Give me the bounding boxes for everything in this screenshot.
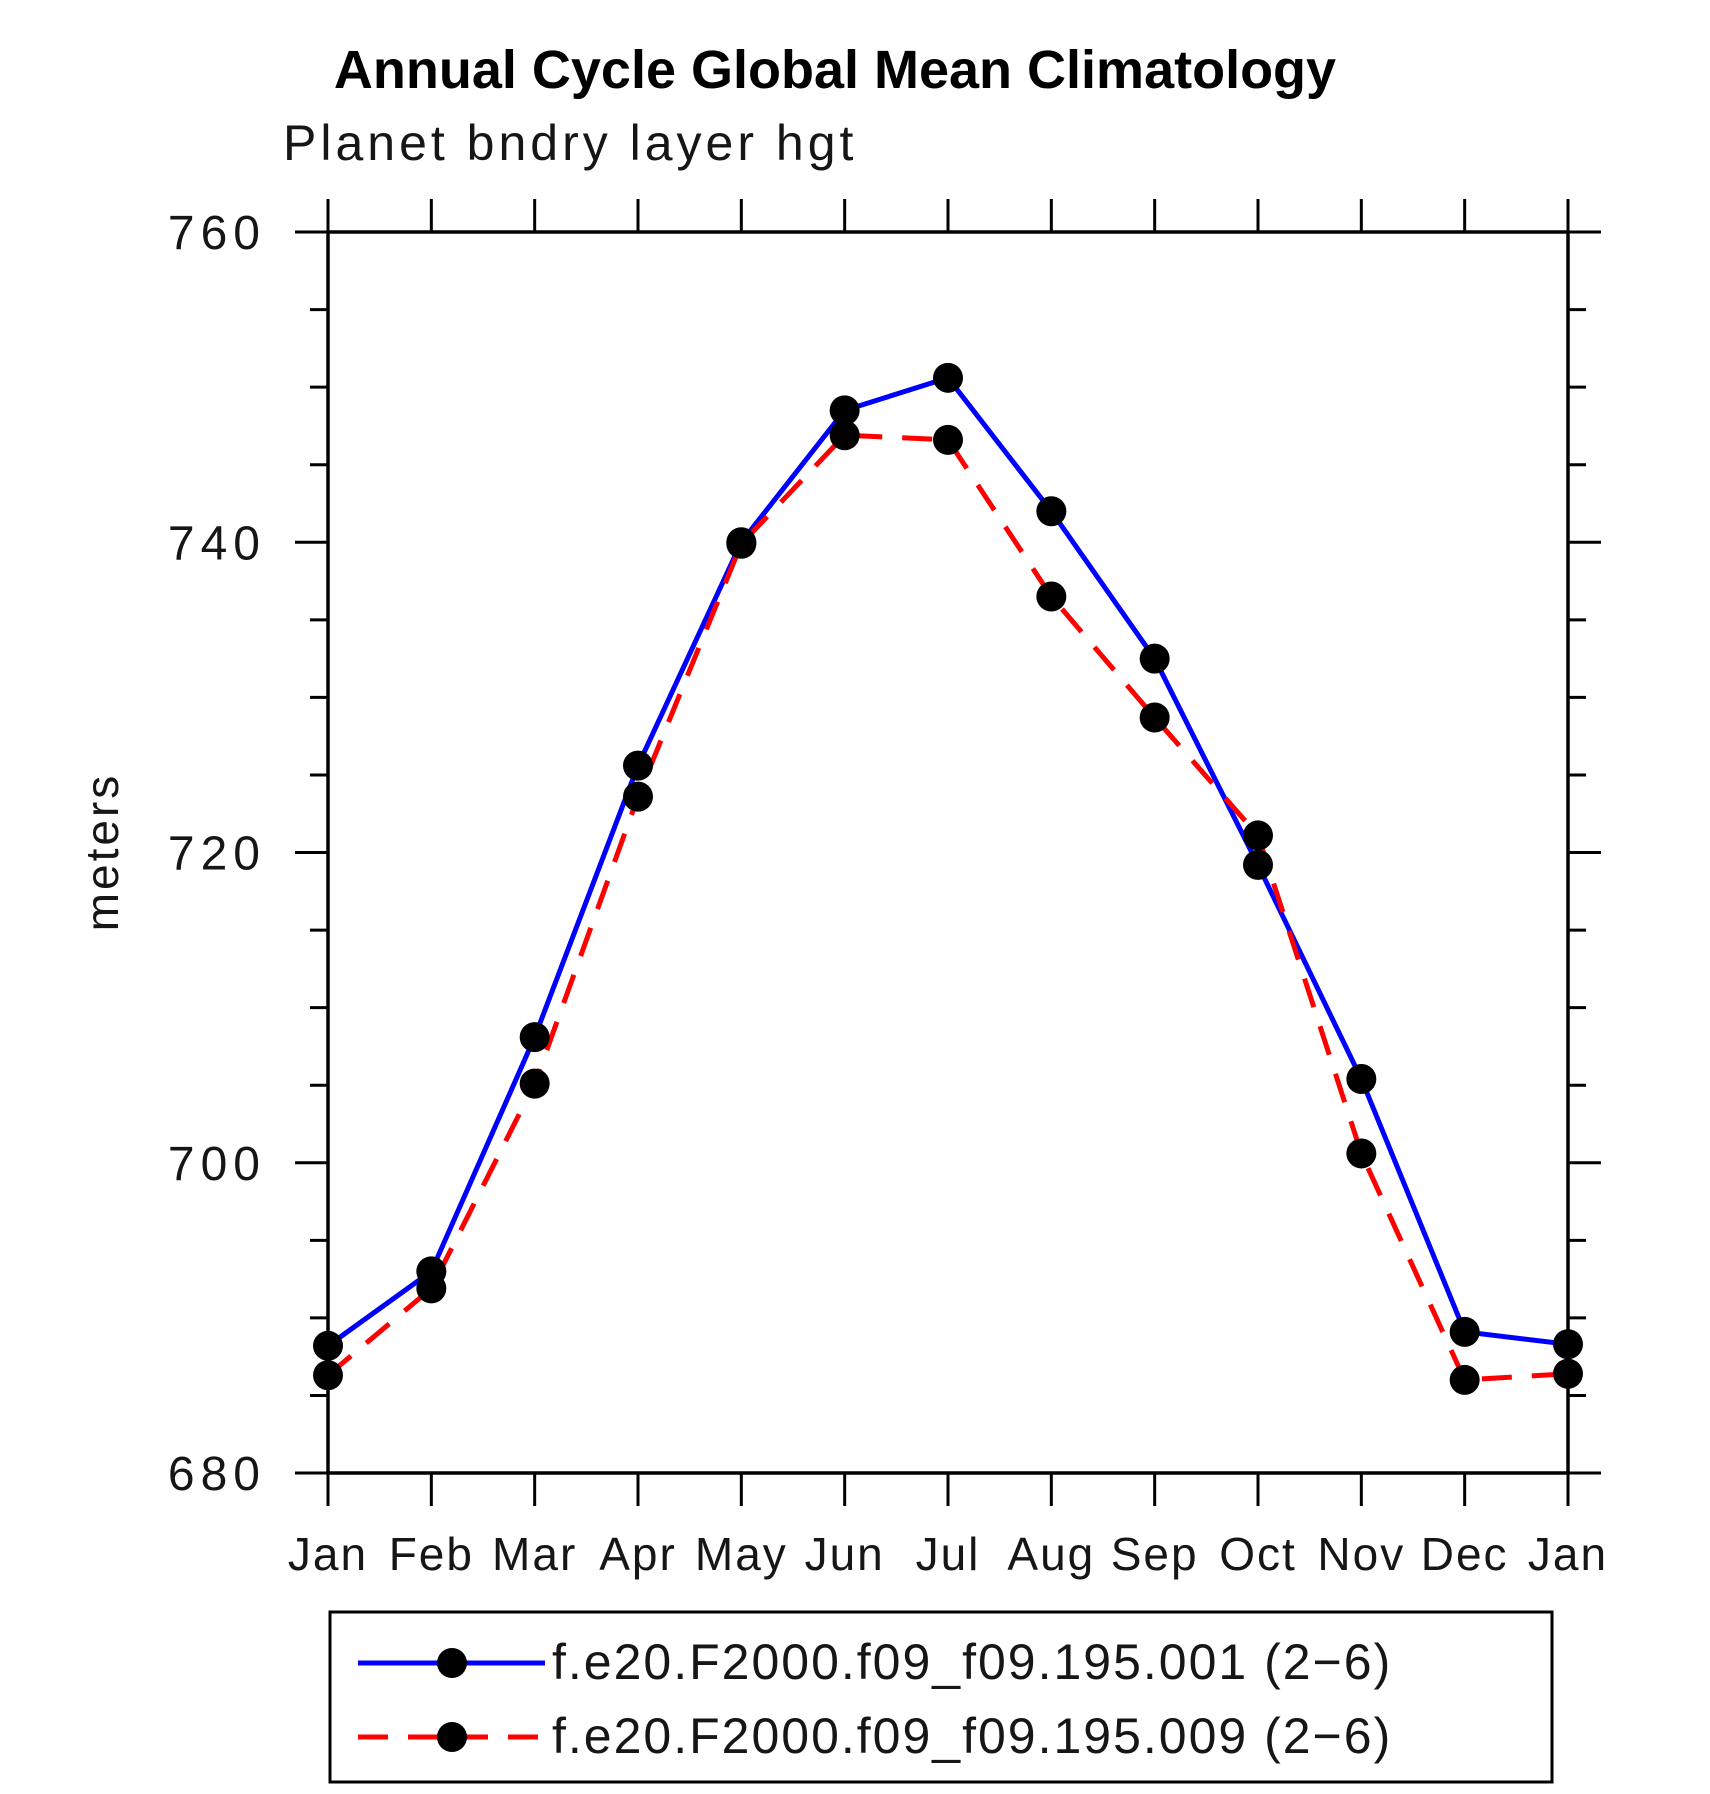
- x-tick-label: May: [695, 1528, 788, 1580]
- data-point-marker: [1243, 849, 1273, 880]
- data-point-marker: [933, 424, 963, 455]
- data-point-marker: [1139, 643, 1170, 674]
- x-tick-label: Nov: [1317, 1528, 1405, 1580]
- data-point-marker: [519, 1068, 550, 1099]
- legend: f.e20.F2000.f09_f09.195.001 (2−6) f.e20.…: [328, 1610, 1554, 1784]
- data-point-marker: [313, 1360, 343, 1391]
- x-tick-label: Jan: [1528, 1528, 1608, 1580]
- legend-label: f.e20.F2000.f09_f09.195.009 (2−6): [552, 1708, 1392, 1764]
- y-tick-label: 720: [168, 828, 266, 881]
- data-point-marker: [1243, 820, 1273, 851]
- series-line-009: [326, 432, 1569, 1383]
- data-point-marker: [623, 781, 653, 812]
- data-point-marker: [1553, 1358, 1583, 1389]
- data-point-marker: [726, 528, 757, 559]
- legend-marker-icon: [437, 1648, 467, 1678]
- y-axis-label: meters: [76, 773, 128, 932]
- x-tick-label: Apr: [599, 1528, 677, 1580]
- series-line-001: [326, 374, 1569, 1348]
- x-tick-label: Mar: [492, 1528, 577, 1580]
- x-tick-label: Aug: [1007, 1528, 1095, 1580]
- data-point-marker: [1346, 1063, 1377, 1094]
- data-point-marker: [1553, 1329, 1583, 1360]
- data-point-marker: [519, 1022, 550, 1053]
- x-tick-label: Jan: [288, 1528, 368, 1580]
- legend-marker-icon: [437, 1722, 467, 1752]
- x-tick-label: Oct: [1219, 1528, 1297, 1580]
- y-tick-label: 700: [168, 1138, 266, 1191]
- x-tick-label: Jul: [916, 1528, 981, 1580]
- legend-entry: f.e20.F2000.f09_f09.195.009 (2−6): [358, 1708, 1392, 1764]
- data-point-marker: [1449, 1364, 1480, 1395]
- chart-subtitle: Planet bndry layer hgt: [283, 115, 857, 171]
- chart-title: Annual Cycle Global Mean Climatology: [334, 40, 1336, 100]
- y-tick-label: 680: [168, 1448, 266, 1501]
- y-tick-label: 740: [168, 517, 266, 570]
- data-point-marker: [416, 1273, 447, 1304]
- x-tick-label: Dec: [1421, 1528, 1509, 1580]
- data-point-marker: [1449, 1316, 1480, 1347]
- data-point-marker: [623, 750, 653, 781]
- plot-area: 680 700 720 740 760 Jan Feb Mar Apr May Jun Jul Aug S…: [168, 199, 1608, 1580]
- data-point-marker: [829, 395, 860, 426]
- legend-label: f.e20.F2000.f09_f09.195.001 (2−6): [552, 1634, 1392, 1690]
- legend-entry: f.e20.F2000.f09_f09.195.001 (2−6): [358, 1634, 1392, 1690]
- data-point-marker: [1036, 496, 1067, 527]
- x-tick-label: Sep: [1111, 1528, 1199, 1580]
- plot-frame: [326, 230, 1570, 1475]
- data-point-marker: [1139, 702, 1170, 733]
- x-tick-label: Feb: [389, 1528, 474, 1580]
- legend-box: [328, 1610, 1554, 1784]
- data-point-marker: [829, 420, 860, 451]
- y-tick-label: 760: [168, 207, 266, 260]
- data-point-marker: [1346, 1138, 1377, 1169]
- data-point-marker: [1036, 581, 1067, 612]
- data-point-marker: [933, 362, 963, 393]
- data-point-marker: [313, 1330, 343, 1361]
- x-tick-label: Jun: [805, 1528, 885, 1580]
